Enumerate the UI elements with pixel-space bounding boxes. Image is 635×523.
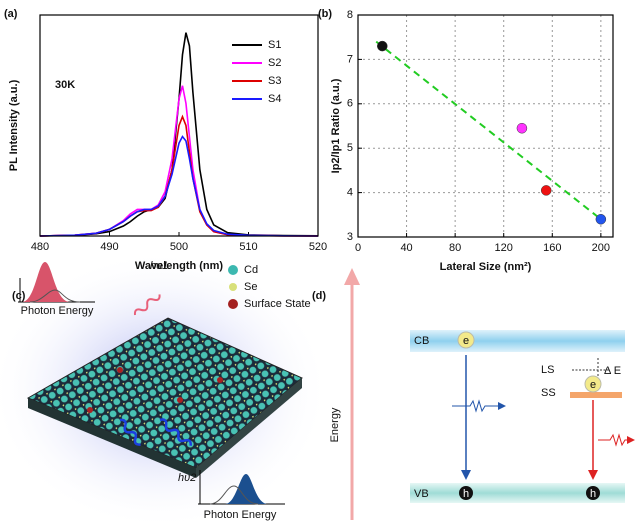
delta-label: Δ E bbox=[604, 365, 621, 377]
axis-label: Energy bbox=[329, 407, 341, 442]
point bbox=[595, 213, 607, 225]
legend-text: Se bbox=[244, 281, 257, 293]
y-tick-label: 8 bbox=[347, 9, 353, 21]
x-tick-label: 480 bbox=[31, 241, 49, 253]
y-tick-label: 3 bbox=[347, 231, 353, 243]
point bbox=[540, 185, 552, 196]
line bbox=[39, 135, 319, 237]
level-label: SS bbox=[541, 387, 556, 399]
level-label: LS bbox=[541, 364, 554, 376]
electron: e bbox=[590, 379, 596, 391]
x-tick-label: 200 bbox=[592, 242, 610, 254]
line bbox=[39, 85, 319, 237]
legend-text: Cd bbox=[244, 264, 258, 276]
point bbox=[516, 122, 528, 134]
y-axis-label: Ip2/Ip1 Ratio (a.u.) bbox=[330, 78, 342, 173]
hole: h bbox=[590, 488, 596, 500]
hole: h bbox=[463, 488, 469, 500]
plot-frame bbox=[39, 14, 319, 237]
panel-label: (b) bbox=[318, 8, 332, 20]
x-tick-label: 490 bbox=[100, 241, 118, 253]
x-tick-label: 80 bbox=[449, 242, 461, 254]
electron: e bbox=[463, 335, 469, 347]
panel-d-art bbox=[344, 268, 635, 520]
legend-text: S3 bbox=[268, 75, 281, 87]
y-tick-label: 5 bbox=[347, 142, 353, 154]
x-tick-label: 160 bbox=[543, 242, 561, 254]
y-tick-label: 4 bbox=[347, 187, 353, 199]
point bbox=[377, 40, 388, 52]
panel-c-art bbox=[0, 250, 330, 523]
y-axis-label: PL Intensity (a.u.) bbox=[8, 79, 20, 171]
band-label: VB bbox=[414, 488, 429, 500]
x-tick-label: 500 bbox=[170, 241, 188, 253]
x-tick-label: 0 bbox=[355, 242, 361, 254]
legend-text: S1 bbox=[268, 39, 281, 51]
x-axis-label: Lateral Size (nm²) bbox=[440, 261, 532, 273]
band-label: CB bbox=[414, 335, 429, 347]
x-tick-label: 40 bbox=[400, 242, 412, 254]
y-tick-label: 7 bbox=[347, 53, 353, 65]
x-tick-label: 520 bbox=[309, 241, 327, 253]
panel-label: (c) bbox=[12, 290, 26, 302]
x-tick-label: 120 bbox=[495, 242, 513, 254]
x-axis-label: Wavelength (nm) bbox=[135, 260, 224, 272]
x-tick-label: 510 bbox=[239, 241, 257, 253]
line bbox=[39, 114, 319, 237]
inset-label: Photon Energy bbox=[204, 509, 277, 521]
photon-label: hυ2 bbox=[178, 472, 196, 484]
annotation: 30K bbox=[55, 79, 75, 91]
legend-text: Surface State bbox=[244, 298, 311, 310]
photon-label: hυ1 bbox=[150, 260, 168, 272]
panel-label: (d) bbox=[312, 290, 326, 302]
inset-label: Photon Energy bbox=[21, 305, 94, 317]
y-tick-label: 6 bbox=[347, 98, 353, 110]
legend-text: S2 bbox=[268, 57, 281, 69]
plot-frame bbox=[357, 14, 614, 238]
legend-text: S4 bbox=[268, 93, 281, 105]
panel-label: (a) bbox=[4, 8, 18, 20]
